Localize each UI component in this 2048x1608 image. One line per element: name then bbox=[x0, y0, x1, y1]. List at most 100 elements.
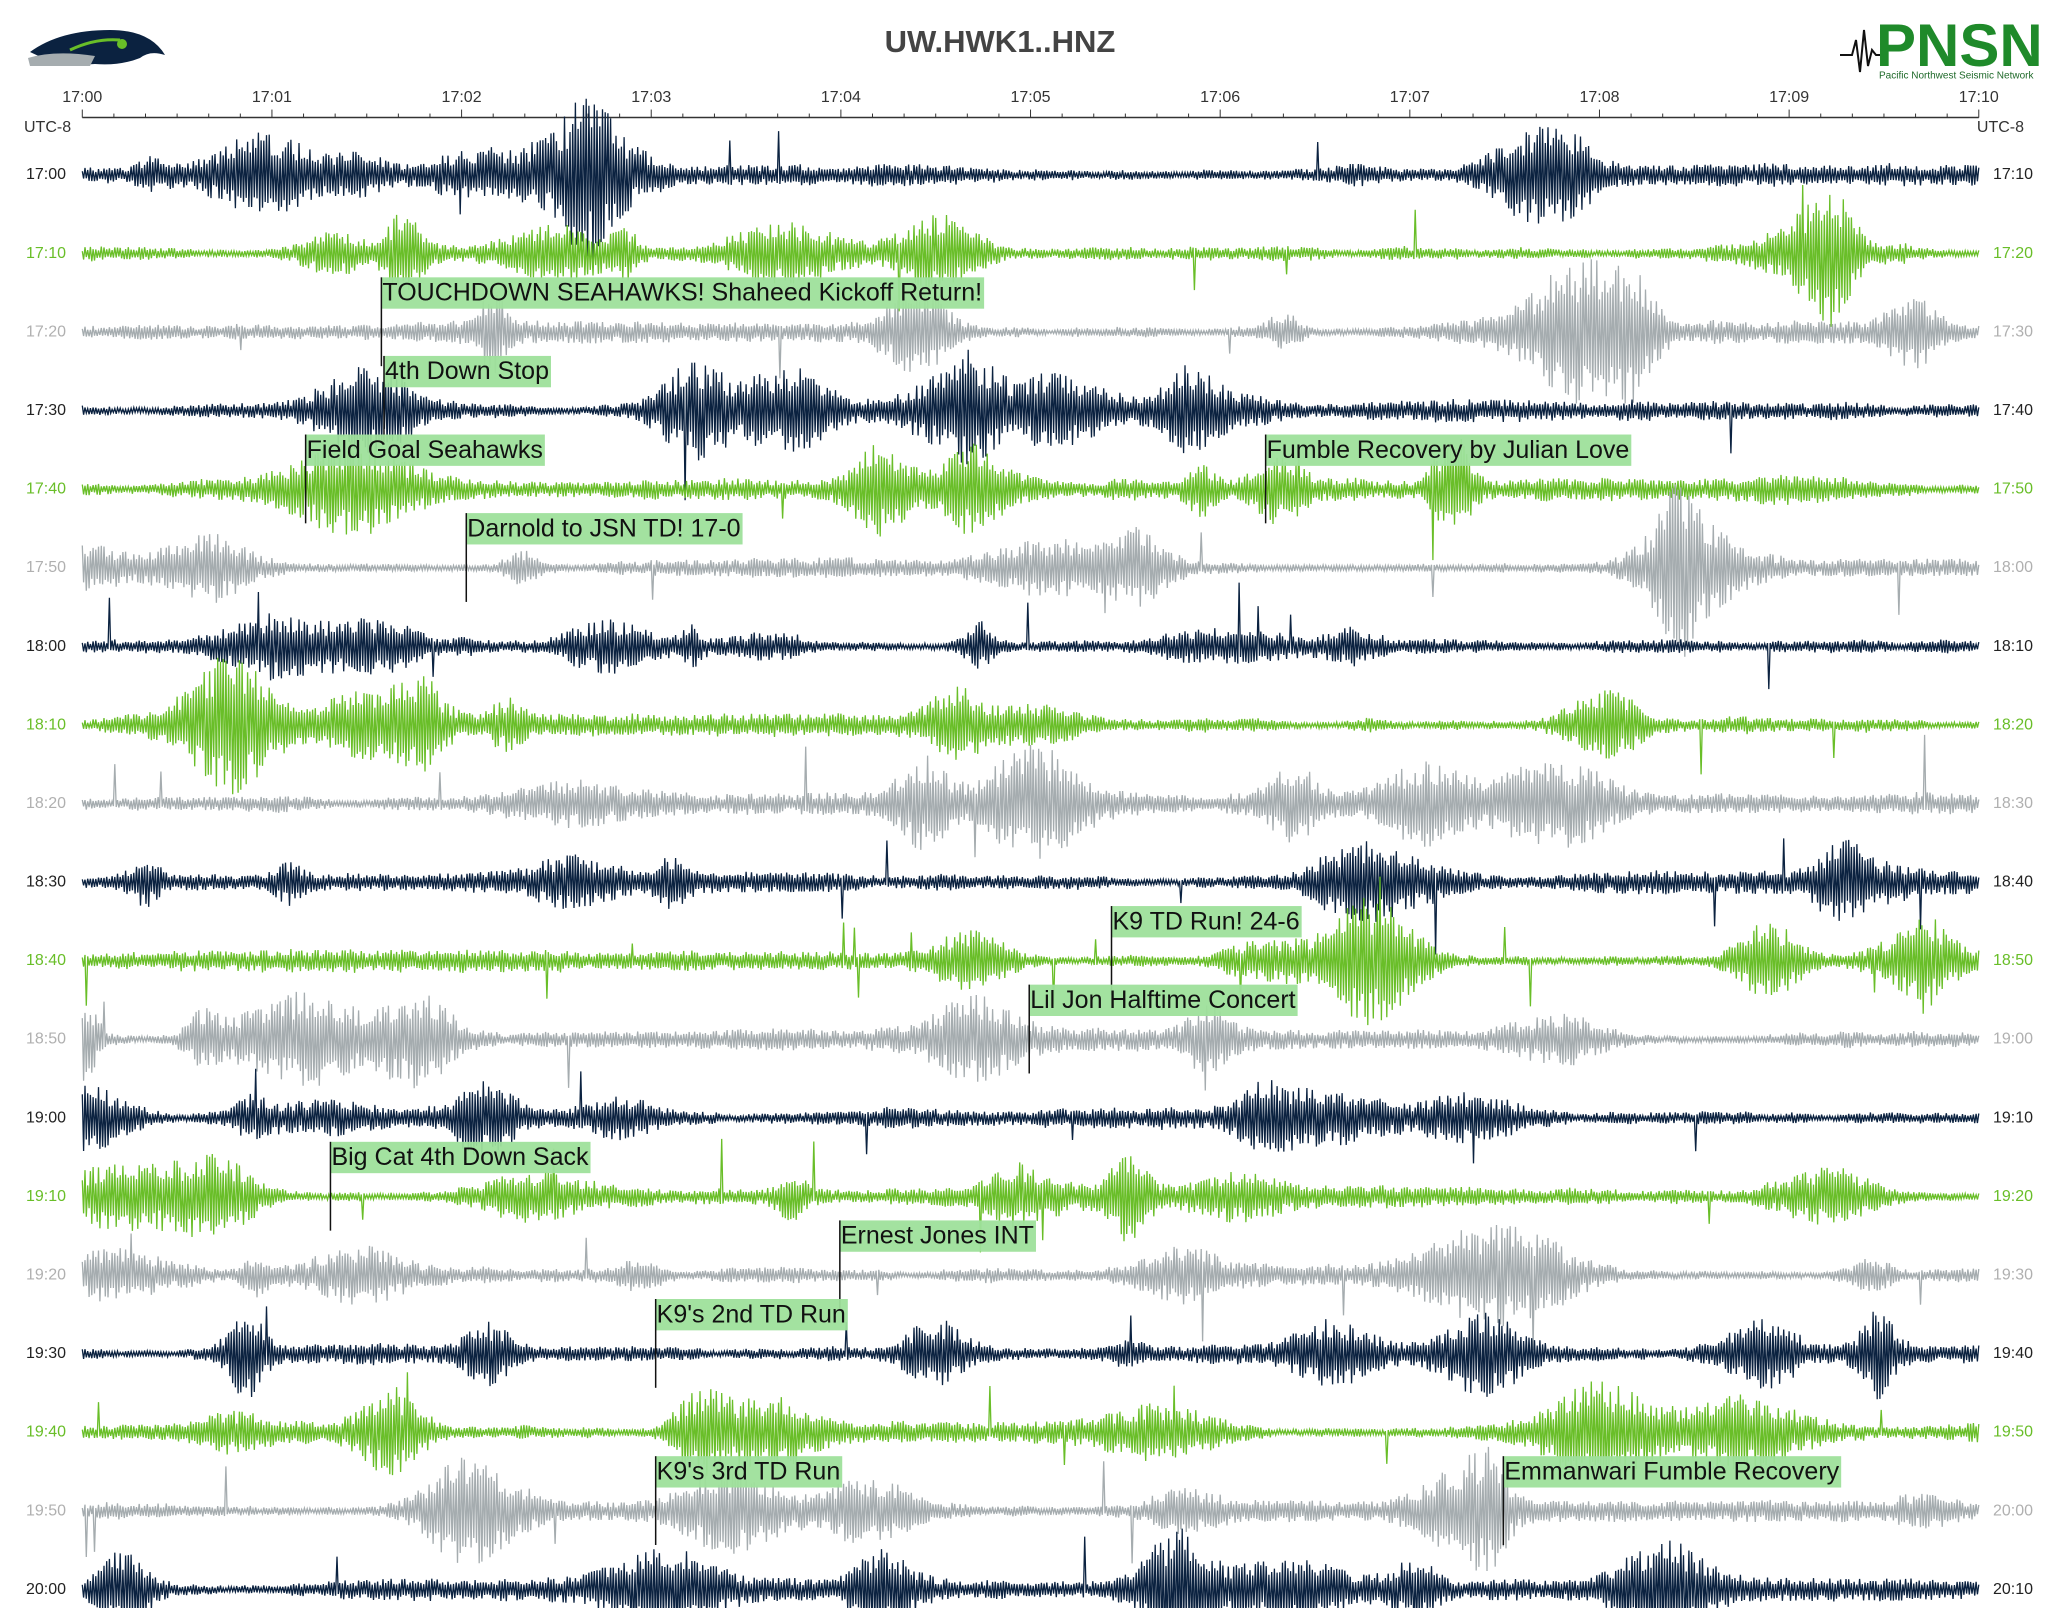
station-title: UW.HWK1..HNZ bbox=[885, 24, 1116, 59]
waveform bbox=[81, 1528, 1980, 1608]
traces bbox=[81, 98, 1980, 1608]
row-time-right: 20:00 bbox=[1993, 1502, 2033, 1519]
time-tick-label: 17:06 bbox=[1200, 89, 1240, 106]
annotation-label: K9's 3rd TD Run bbox=[657, 1457, 841, 1485]
row-time-right: 17:20 bbox=[1993, 245, 2033, 262]
row-time-left: 19:10 bbox=[26, 1188, 66, 1205]
waveform bbox=[81, 98, 1980, 261]
time-tick-label: 17:05 bbox=[1011, 89, 1051, 106]
time-tick-label: 17:00 bbox=[62, 89, 102, 106]
row-time-left: 17:50 bbox=[26, 559, 66, 576]
time-tick-label: 17:03 bbox=[631, 89, 671, 106]
waveform bbox=[81, 1138, 1980, 1253]
waveform bbox=[81, 1446, 1980, 1572]
row-time-right: 17:10 bbox=[1993, 166, 2033, 183]
annotation-label: Emmanwari Fumble Recovery bbox=[1504, 1457, 1839, 1485]
row-time-left: 19:40 bbox=[26, 1424, 66, 1441]
waveform bbox=[81, 1372, 1980, 1480]
timezone-label: UTC-8 bbox=[1977, 119, 2024, 136]
waveform bbox=[81, 657, 1980, 795]
row-time-right: 17:30 bbox=[1993, 323, 2033, 340]
row-time-right: 18:30 bbox=[1993, 795, 2033, 812]
waveform bbox=[81, 259, 1980, 404]
row-time-left: 17:20 bbox=[26, 323, 66, 340]
waveform bbox=[81, 438, 1980, 561]
waveform bbox=[81, 1224, 1980, 1351]
waveform bbox=[81, 582, 1980, 690]
row-time-right: 19:40 bbox=[1993, 1345, 2033, 1362]
annotation-box bbox=[655, 1456, 843, 1488]
row-time-left: 17:40 bbox=[26, 481, 66, 498]
annotation-box bbox=[1111, 906, 1302, 938]
waveform bbox=[81, 734, 1980, 859]
time-tick-label: 17:09 bbox=[1769, 89, 1809, 106]
logo-subtitle: Pacific Northwest Seismic Network bbox=[1879, 71, 2034, 82]
annotation-label: K9's 2nd TD Run bbox=[657, 1300, 846, 1328]
row-time-left: 19:50 bbox=[26, 1502, 66, 1519]
row-time-right: 17:40 bbox=[1993, 402, 2033, 419]
team-logo bbox=[28, 30, 165, 66]
row-time-left: 18:20 bbox=[26, 795, 66, 812]
waveform bbox=[81, 1306, 1980, 1400]
network-logo: PNSN Pacific Northwest Seismic Network bbox=[1840, 12, 2043, 82]
annotation-box bbox=[655, 1299, 848, 1331]
time-tick-label: 17:07 bbox=[1390, 89, 1430, 106]
annotation-label: K9 TD Run! 24-6 bbox=[1113, 907, 1300, 935]
annotation-box bbox=[305, 434, 545, 466]
annotation-label: Big Cat 4th Down Sack bbox=[331, 1143, 589, 1171]
row-time-left: 18:40 bbox=[26, 952, 66, 969]
waveform bbox=[81, 876, 1980, 1026]
row-time-right: 20:10 bbox=[1993, 1581, 2033, 1598]
waveform bbox=[81, 991, 1980, 1091]
annotation-label: Fumble Recovery by Julian Love bbox=[1267, 436, 1630, 464]
row-time-right: 18:20 bbox=[1993, 716, 2033, 733]
row-time-right: 18:50 bbox=[1993, 952, 2033, 969]
annotation-label: TOUCHDOWN SEAHAWKS! Shaheed Kickoff Retu… bbox=[382, 279, 982, 307]
row-time-right: 19:10 bbox=[1993, 1109, 2033, 1126]
row-time-right: 18:40 bbox=[1993, 874, 2033, 891]
row-time-right: 19:50 bbox=[1993, 1424, 2033, 1441]
time-tick-label: 17:10 bbox=[1959, 89, 1999, 106]
annotation-box bbox=[1029, 984, 1298, 1016]
waveform bbox=[81, 838, 1980, 955]
annotation-box bbox=[1503, 1456, 1842, 1488]
annotation-box bbox=[384, 355, 551, 388]
row-time-right: 19:00 bbox=[1993, 1031, 2033, 1048]
annotation-box bbox=[466, 513, 743, 545]
row-time-left: 19:00 bbox=[26, 1109, 66, 1126]
row-time-left: 17:00 bbox=[26, 166, 66, 183]
annotation-label: 4th Down Stop bbox=[385, 357, 549, 385]
row-time-right: 18:10 bbox=[1993, 638, 2033, 655]
row-time-left: 17:10 bbox=[26, 245, 66, 262]
row-time-left: 19:30 bbox=[26, 1345, 66, 1362]
waveform bbox=[81, 484, 1980, 657]
time-tick-label: 17:08 bbox=[1579, 89, 1619, 106]
waveform bbox=[81, 1068, 1980, 1164]
waveform bbox=[81, 184, 1980, 327]
annotation-label: Ernest Jones INT bbox=[841, 1222, 1034, 1250]
row-time-left: 17:30 bbox=[26, 402, 66, 419]
row-time-left: 20:00 bbox=[26, 1581, 66, 1598]
row-time-left: 18:10 bbox=[26, 716, 66, 733]
time-tick-label: 17:04 bbox=[821, 89, 861, 106]
row-time-right: 19:20 bbox=[1993, 1188, 2033, 1205]
annotation-label: Lil Jon Halftime Concert bbox=[1030, 986, 1295, 1014]
row-time-right: 19:30 bbox=[1993, 1266, 2033, 1283]
row-time-right: 18:00 bbox=[1993, 559, 2033, 576]
row-time-left: 19:20 bbox=[26, 1266, 66, 1283]
row-time-left: 18:50 bbox=[26, 1031, 66, 1048]
time-tick-label: 17:02 bbox=[442, 89, 482, 106]
timezone-label: UTC-8 bbox=[24, 119, 71, 136]
annotation-box bbox=[839, 1220, 1036, 1252]
annotation-box bbox=[330, 1141, 591, 1174]
row-time-left: 18:30 bbox=[26, 874, 66, 891]
waveform bbox=[81, 349, 1980, 501]
annotation-label: Field Goal Seahawks bbox=[307, 436, 543, 464]
annotation-box bbox=[381, 277, 985, 309]
annotation-box bbox=[1265, 434, 1632, 466]
time-tick-label: 17:01 bbox=[252, 89, 292, 106]
logo-text: PNSN bbox=[1876, 12, 2043, 79]
row-time-left: 18:00 bbox=[26, 638, 66, 655]
row-time-right: 17:50 bbox=[1993, 481, 2033, 498]
